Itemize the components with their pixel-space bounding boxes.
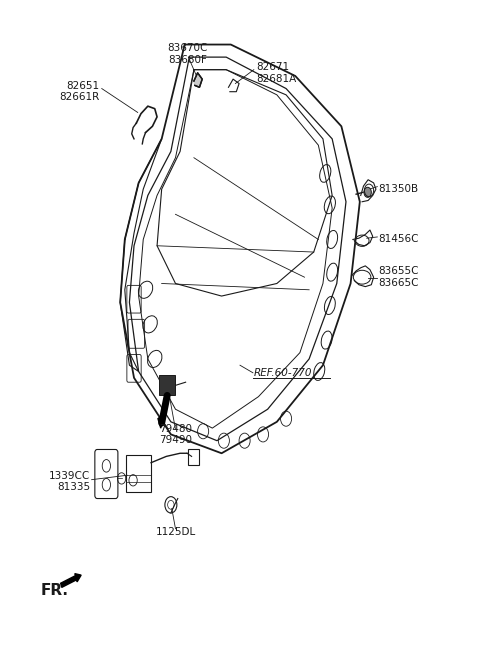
Text: 83655C
83665C: 83655C 83665C bbox=[378, 267, 419, 288]
Text: 83670C
83680F: 83670C 83680F bbox=[167, 43, 207, 65]
Polygon shape bbox=[158, 413, 165, 428]
Text: 1125DL: 1125DL bbox=[156, 527, 196, 537]
Polygon shape bbox=[194, 73, 202, 87]
Text: REF.60-770: REF.60-770 bbox=[254, 367, 312, 378]
Text: 81456C: 81456C bbox=[378, 234, 419, 244]
Text: 82671
82681A: 82671 82681A bbox=[256, 62, 296, 84]
Text: FR.: FR. bbox=[41, 583, 69, 598]
Circle shape bbox=[364, 187, 372, 197]
FancyBboxPatch shape bbox=[159, 375, 176, 396]
Text: 82651
82661R: 82651 82661R bbox=[59, 81, 99, 102]
Text: 1339CC
81335: 1339CC 81335 bbox=[49, 471, 90, 493]
Text: 79480
79490: 79480 79490 bbox=[159, 424, 192, 445]
Text: 81350B: 81350B bbox=[378, 184, 419, 194]
FancyArrow shape bbox=[60, 574, 81, 588]
